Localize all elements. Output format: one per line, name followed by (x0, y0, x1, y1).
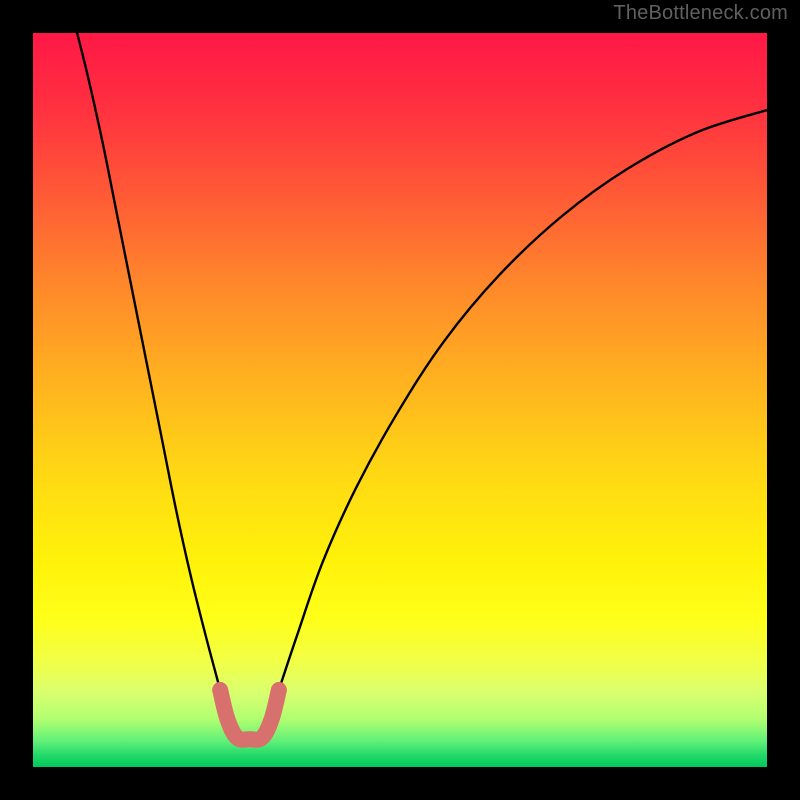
outer-frame: TheBottleneck.com (0, 0, 800, 800)
bottleneck-curve-right (279, 110, 767, 690)
watermark-text: TheBottleneck.com (613, 2, 788, 25)
plot-area (33, 33, 767, 767)
valley-marker (220, 690, 279, 740)
curve-layer (33, 33, 767, 767)
bottleneck-curve-left (73, 33, 220, 690)
